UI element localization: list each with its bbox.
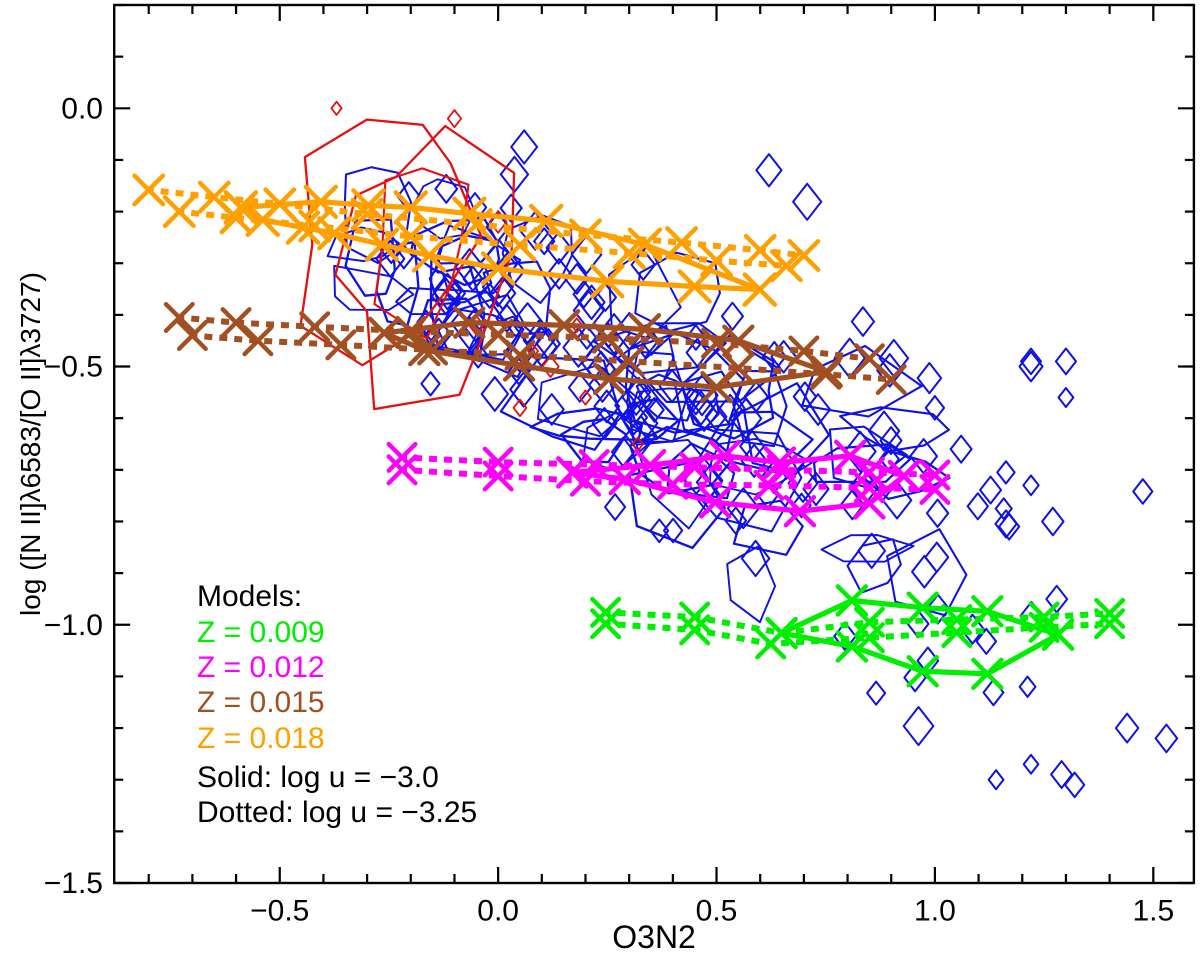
svg-text:log ([N II]λ6583/[O II]λ3727): log ([N II]λ6583/[O II]λ3727)	[15, 272, 46, 616]
svg-text:1.5: 1.5	[1132, 895, 1174, 928]
svg-text:Z = 0.015: Z = 0.015	[197, 686, 325, 719]
svg-text:1.0: 1.0	[914, 895, 956, 928]
svg-text:Z = 0.012: Z = 0.012	[197, 651, 325, 684]
svg-text:−1.0: −1.0	[44, 609, 103, 642]
svg-text:0.0: 0.0	[477, 895, 519, 928]
svg-text:O3N2: O3N2	[612, 919, 696, 954]
svg-text:Z = 0.018: Z = 0.018	[197, 722, 325, 755]
svg-text:−1.5: −1.5	[44, 867, 103, 900]
svg-text:Solid: log u = −3.0: Solid: log u = −3.0	[197, 761, 439, 794]
svg-text:−0.5: −0.5	[44, 351, 103, 384]
svg-text:Dotted: log u = −3.25: Dotted: log u = −3.25	[197, 796, 477, 829]
svg-text:−0.5: −0.5	[250, 895, 309, 928]
svg-text:Models:: Models:	[197, 580, 302, 613]
svg-text:0.5: 0.5	[696, 895, 738, 928]
svg-text:0.0: 0.0	[61, 92, 103, 125]
svg-text:Z = 0.009: Z = 0.009	[197, 616, 325, 649]
